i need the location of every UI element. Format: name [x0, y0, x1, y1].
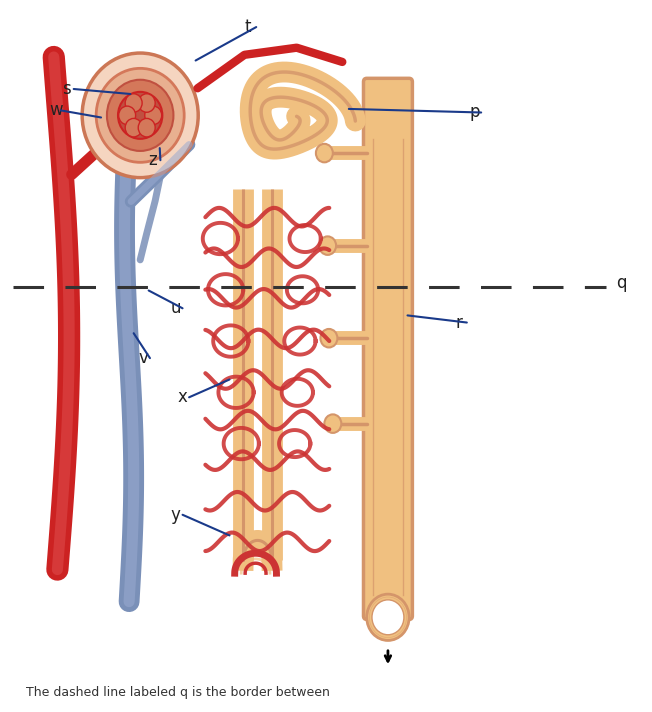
Circle shape	[369, 597, 407, 638]
Text: p: p	[469, 103, 480, 122]
Circle shape	[316, 144, 333, 162]
Text: w: w	[49, 101, 63, 120]
Circle shape	[319, 236, 336, 255]
Ellipse shape	[107, 80, 173, 151]
Text: y: y	[171, 506, 181, 524]
Ellipse shape	[96, 68, 184, 162]
Text: The dashed line labeled q is the border between: The dashed line labeled q is the border …	[26, 686, 330, 699]
Text: x: x	[177, 388, 187, 407]
Circle shape	[138, 94, 155, 112]
Ellipse shape	[118, 92, 162, 139]
Circle shape	[324, 414, 341, 433]
Circle shape	[125, 94, 142, 112]
Text: z: z	[149, 151, 157, 169]
Text: s: s	[62, 80, 70, 98]
FancyBboxPatch shape	[363, 78, 412, 619]
Circle shape	[320, 329, 337, 347]
Circle shape	[366, 594, 409, 641]
Ellipse shape	[82, 53, 198, 178]
Text: v: v	[138, 349, 148, 367]
Circle shape	[372, 600, 404, 635]
Circle shape	[145, 106, 162, 125]
Text: q: q	[616, 274, 627, 293]
Text: u: u	[171, 299, 181, 318]
Circle shape	[119, 106, 136, 125]
Text: t: t	[244, 18, 251, 36]
Text: r: r	[455, 313, 462, 332]
Circle shape	[138, 118, 155, 137]
Circle shape	[125, 118, 142, 137]
